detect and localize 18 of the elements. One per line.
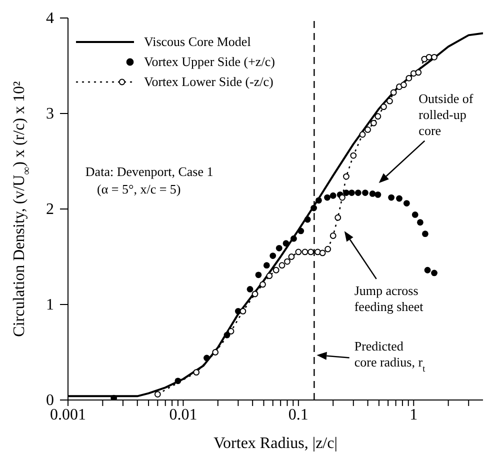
legend-label: Viscous Core Model [144,34,251,50]
annotation: Jump across feeding sheet [354,282,424,314]
annotation: Data: Devenport, Case 1 [85,164,214,180]
y-tick-label: 3 [46,106,54,122]
y-tick-label: 4 [46,10,54,27]
x-axis-title: Vortex Radius, |z/c| [214,435,338,452]
annotation: Predicted core radius, r$_{t}$ [354,338,426,374]
annotation: Outside of rolled-up core [418,90,474,138]
x-tick-label: 0.1 [288,406,308,424]
y-tick-label: 2 [46,201,54,218]
x-tick-label: 0.001 [50,406,86,424]
y-tick-label: 0 [46,392,54,409]
y-tick-label: 1 [46,296,54,314]
x-tick-label: 1 [410,406,418,424]
legend-label: Vortex Upper Side (+z/c) [144,54,275,70]
legend-label: Vortex Lower Side (-z/c) [144,74,274,90]
annotation: (α = 5°, x/c = 5) [97,182,181,197]
x-tick-label: 0.01 [169,406,198,424]
